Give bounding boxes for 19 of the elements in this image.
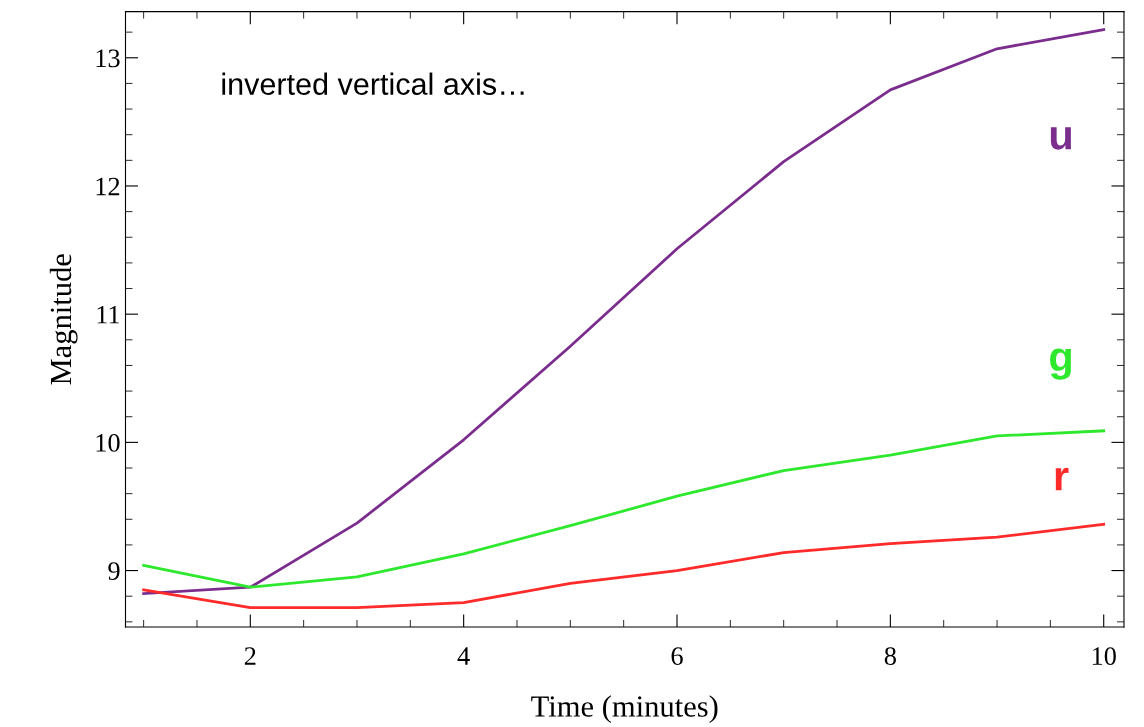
text: u: [1050, 127, 1072, 150]
y-tick-label: 9: [108, 562, 120, 580]
line-series: [142, 523, 1106, 610]
x-tick-label: 10: [1092, 647, 1116, 665]
y-axis-title: Magnitude: [49, 254, 78, 385]
annotation: inverted vertical axis…: [222, 72, 524, 95]
y-tick-label: 10: [96, 433, 120, 452]
x-tick-label: 6: [671, 647, 683, 665]
series-label: g: [1050, 348, 1071, 380]
line-series: [142, 28, 1106, 596]
y-tick-label: 13: [96, 49, 120, 68]
x-tick-label: 8: [884, 647, 896, 665]
series-label: r: [1055, 467, 1069, 491]
x-tick-label: 2: [244, 647, 256, 665]
x-axis-title: Time (minutes): [531, 695, 718, 724]
x-tick-label: 4: [457, 647, 470, 665]
y-tick-label: 12: [96, 177, 120, 196]
line-series: [142, 429, 1106, 589]
y-tick-label: 11: [97, 305, 120, 324]
